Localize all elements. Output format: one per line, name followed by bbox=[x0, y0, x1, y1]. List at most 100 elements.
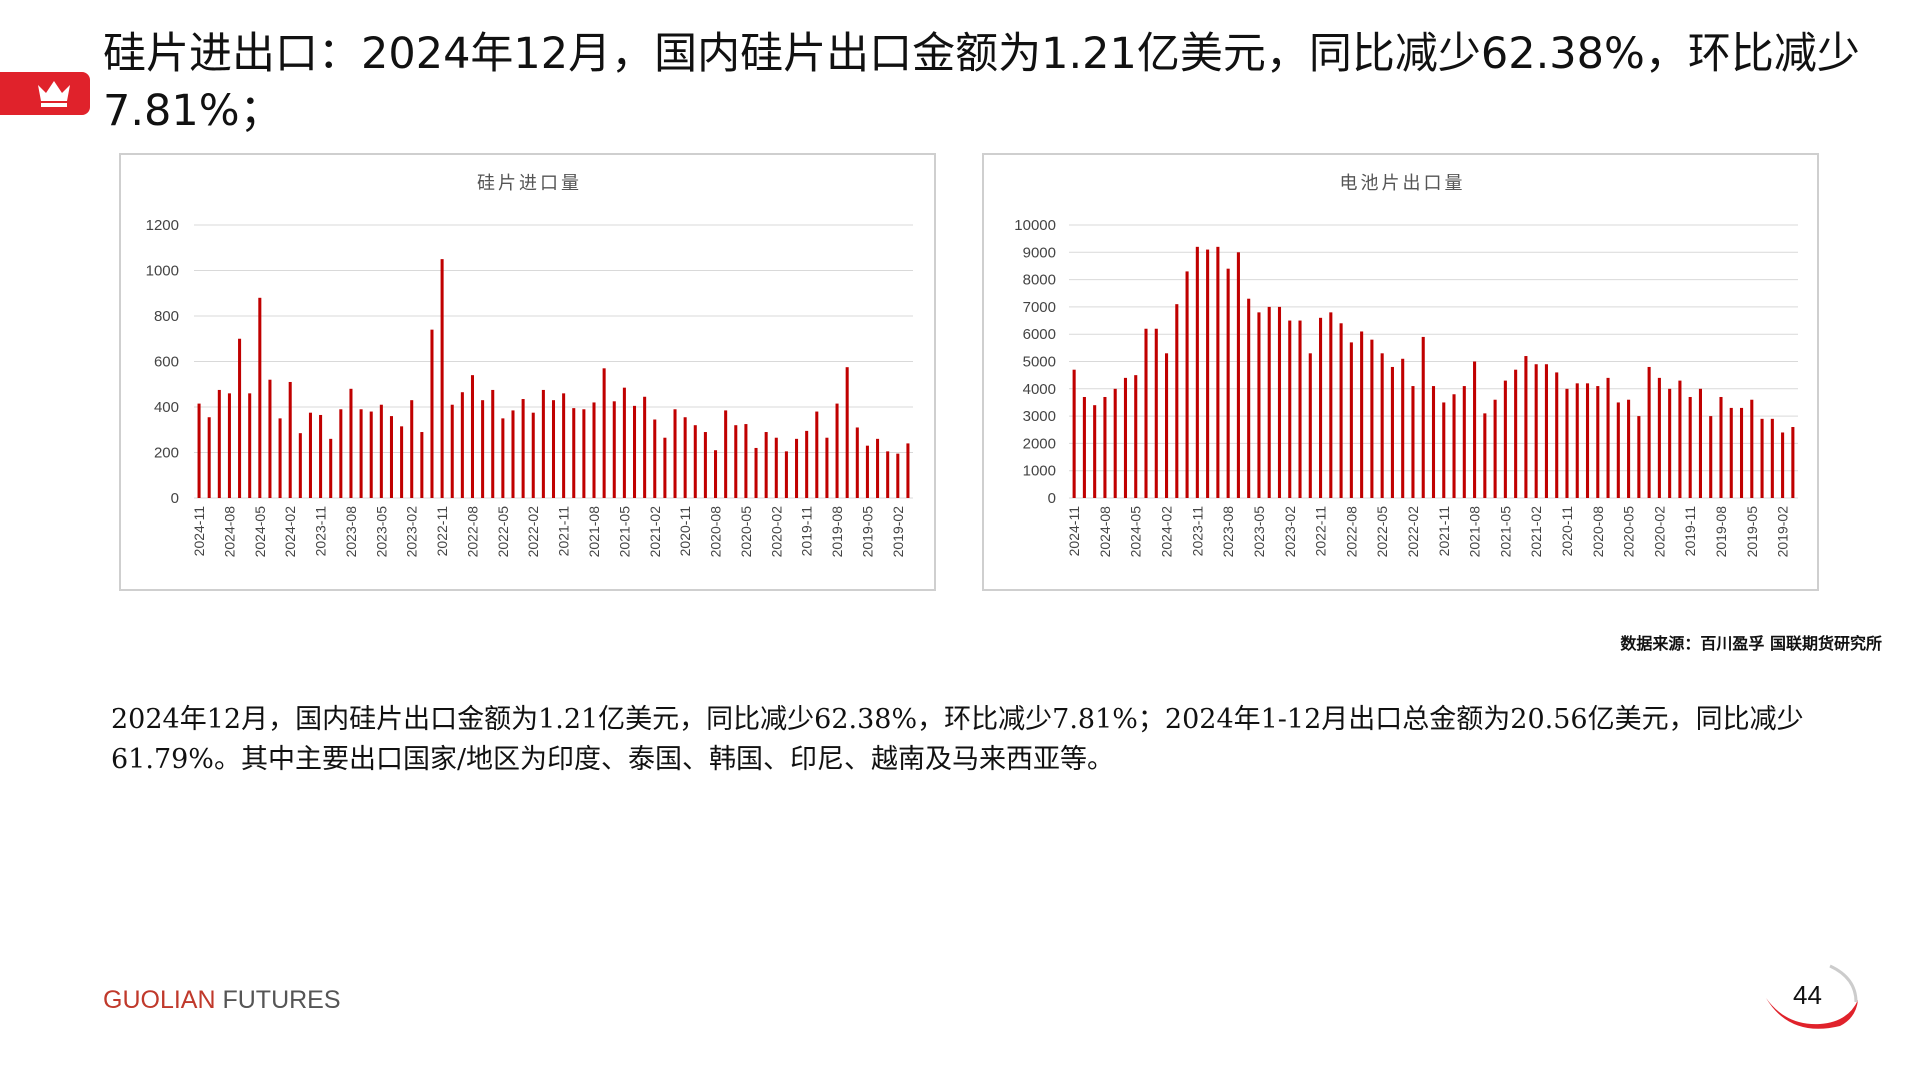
bar bbox=[1360, 331, 1364, 498]
bar bbox=[1329, 312, 1333, 498]
bar bbox=[1072, 369, 1076, 498]
y-tick-label: 800 bbox=[154, 308, 179, 325]
bar bbox=[1616, 402, 1620, 498]
x-tick-label: 2024-11 bbox=[191, 506, 207, 557]
bar bbox=[1236, 252, 1240, 498]
chart-title: 硅片进口量 bbox=[477, 173, 582, 194]
x-tick-label: 2021-02 bbox=[1528, 506, 1544, 558]
bar bbox=[572, 408, 576, 498]
bar bbox=[268, 379, 272, 498]
x-tick-label: 2024-08 bbox=[221, 506, 237, 558]
x-tick-label: 2020-08 bbox=[1590, 506, 1606, 558]
bar bbox=[1514, 369, 1518, 498]
bar bbox=[865, 445, 869, 498]
bar bbox=[400, 426, 404, 498]
y-tick-label: 7000 bbox=[1023, 299, 1056, 316]
swoosh-decoration bbox=[1766, 964, 1858, 1029]
bar bbox=[896, 453, 900, 498]
x-tick-label: 2021-08 bbox=[586, 506, 602, 558]
y-tick-label: 8000 bbox=[1023, 272, 1056, 289]
bar bbox=[1585, 383, 1590, 498]
y-tick-label: 6000 bbox=[1023, 326, 1056, 343]
bar bbox=[845, 367, 849, 498]
x-tick-label: 2020-05 bbox=[738, 506, 754, 558]
body-paragraph: 2024年12月，国内硅片出口金额为1.21亿美元，同比减少62.38%，环比减… bbox=[111, 704, 1804, 775]
x-tick-label: 2022-08 bbox=[464, 506, 480, 558]
x-tick-label: 2023-11 bbox=[313, 506, 329, 557]
bar bbox=[531, 412, 535, 498]
x-tick-label: 2019-02 bbox=[1775, 506, 1791, 558]
bar bbox=[1657, 377, 1661, 498]
bar bbox=[460, 392, 464, 498]
bar bbox=[744, 424, 748, 498]
bar bbox=[1134, 375, 1138, 498]
footer-brand: GUOLIAN bbox=[103, 986, 216, 1014]
bar bbox=[369, 411, 373, 498]
bar bbox=[1390, 366, 1394, 498]
x-tick-label: 2022-11 bbox=[434, 506, 450, 557]
x-tick-label: 2019-08 bbox=[1713, 506, 1729, 558]
x-tick-label: 2019-02 bbox=[890, 506, 906, 558]
x-tick-label: 2023-02 bbox=[404, 506, 420, 558]
bar bbox=[329, 438, 333, 498]
bar bbox=[1668, 388, 1672, 498]
x-tick-label: 2024-02 bbox=[1159, 506, 1175, 558]
bar bbox=[1627, 399, 1631, 498]
bar bbox=[491, 389, 495, 498]
bar bbox=[632, 405, 637, 498]
x-tick-label: 2020-11 bbox=[1559, 506, 1575, 557]
x-tick-label: 2024-02 bbox=[282, 506, 298, 558]
bar bbox=[1154, 328, 1158, 498]
crown-icon bbox=[38, 81, 70, 107]
bar bbox=[643, 396, 647, 498]
y-tick-label: 200 bbox=[154, 445, 179, 462]
bar bbox=[1349, 342, 1353, 498]
bar bbox=[1216, 246, 1220, 498]
bar bbox=[876, 438, 880, 498]
bar bbox=[1534, 364, 1538, 498]
bar bbox=[207, 417, 211, 498]
bar bbox=[227, 393, 231, 498]
bar bbox=[1421, 336, 1425, 498]
bar bbox=[1647, 366, 1651, 498]
x-tick-label: 2021-05 bbox=[1497, 506, 1513, 558]
bar bbox=[1165, 353, 1169, 498]
bar bbox=[1493, 399, 1497, 498]
bar bbox=[339, 409, 343, 498]
bar bbox=[795, 438, 799, 498]
bar bbox=[1483, 413, 1487, 498]
x-tick-label: 2023-11 bbox=[1189, 506, 1205, 557]
bar bbox=[521, 399, 525, 498]
bar bbox=[319, 414, 323, 498]
bar bbox=[1247, 298, 1251, 498]
y-tick-label: 1000 bbox=[146, 263, 179, 280]
bar bbox=[1319, 317, 1323, 498]
bar bbox=[562, 393, 566, 498]
bar bbox=[258, 297, 262, 498]
x-tick-label: 2022-05 bbox=[1374, 506, 1390, 558]
x-tick-label: 2022-02 bbox=[525, 506, 541, 558]
bar bbox=[298, 433, 302, 498]
bar bbox=[1257, 312, 1261, 498]
x-tick-label: 2023-05 bbox=[1251, 506, 1267, 558]
bar bbox=[683, 417, 687, 498]
x-tick-label: 2024-05 bbox=[1128, 506, 1144, 558]
bar bbox=[1544, 364, 1548, 498]
bar bbox=[278, 418, 282, 498]
bar bbox=[197, 403, 201, 498]
bar bbox=[1781, 432, 1785, 498]
bar bbox=[1370, 339, 1374, 498]
chart-silicon-import: 硅片进口量 0 200 400 600 800 1000 1200 2024-11 2024-08… bbox=[119, 153, 936, 591]
bar bbox=[551, 400, 556, 498]
bar bbox=[1288, 320, 1292, 498]
x-tick-label: 2022-05 bbox=[495, 506, 511, 558]
bar bbox=[1277, 306, 1282, 498]
data-source: 数据来源：百川盈孚 国联期货研究所 bbox=[1620, 634, 1882, 653]
bar bbox=[835, 403, 839, 498]
x-tick-label: 2023-05 bbox=[373, 506, 389, 558]
bar bbox=[1524, 356, 1528, 498]
brand-tab bbox=[0, 72, 90, 115]
x-tick-label: 2020-02 bbox=[1651, 506, 1667, 558]
chart-title: 电池片出口量 bbox=[1340, 173, 1466, 194]
y-tick-label: 2000 bbox=[1023, 435, 1056, 452]
